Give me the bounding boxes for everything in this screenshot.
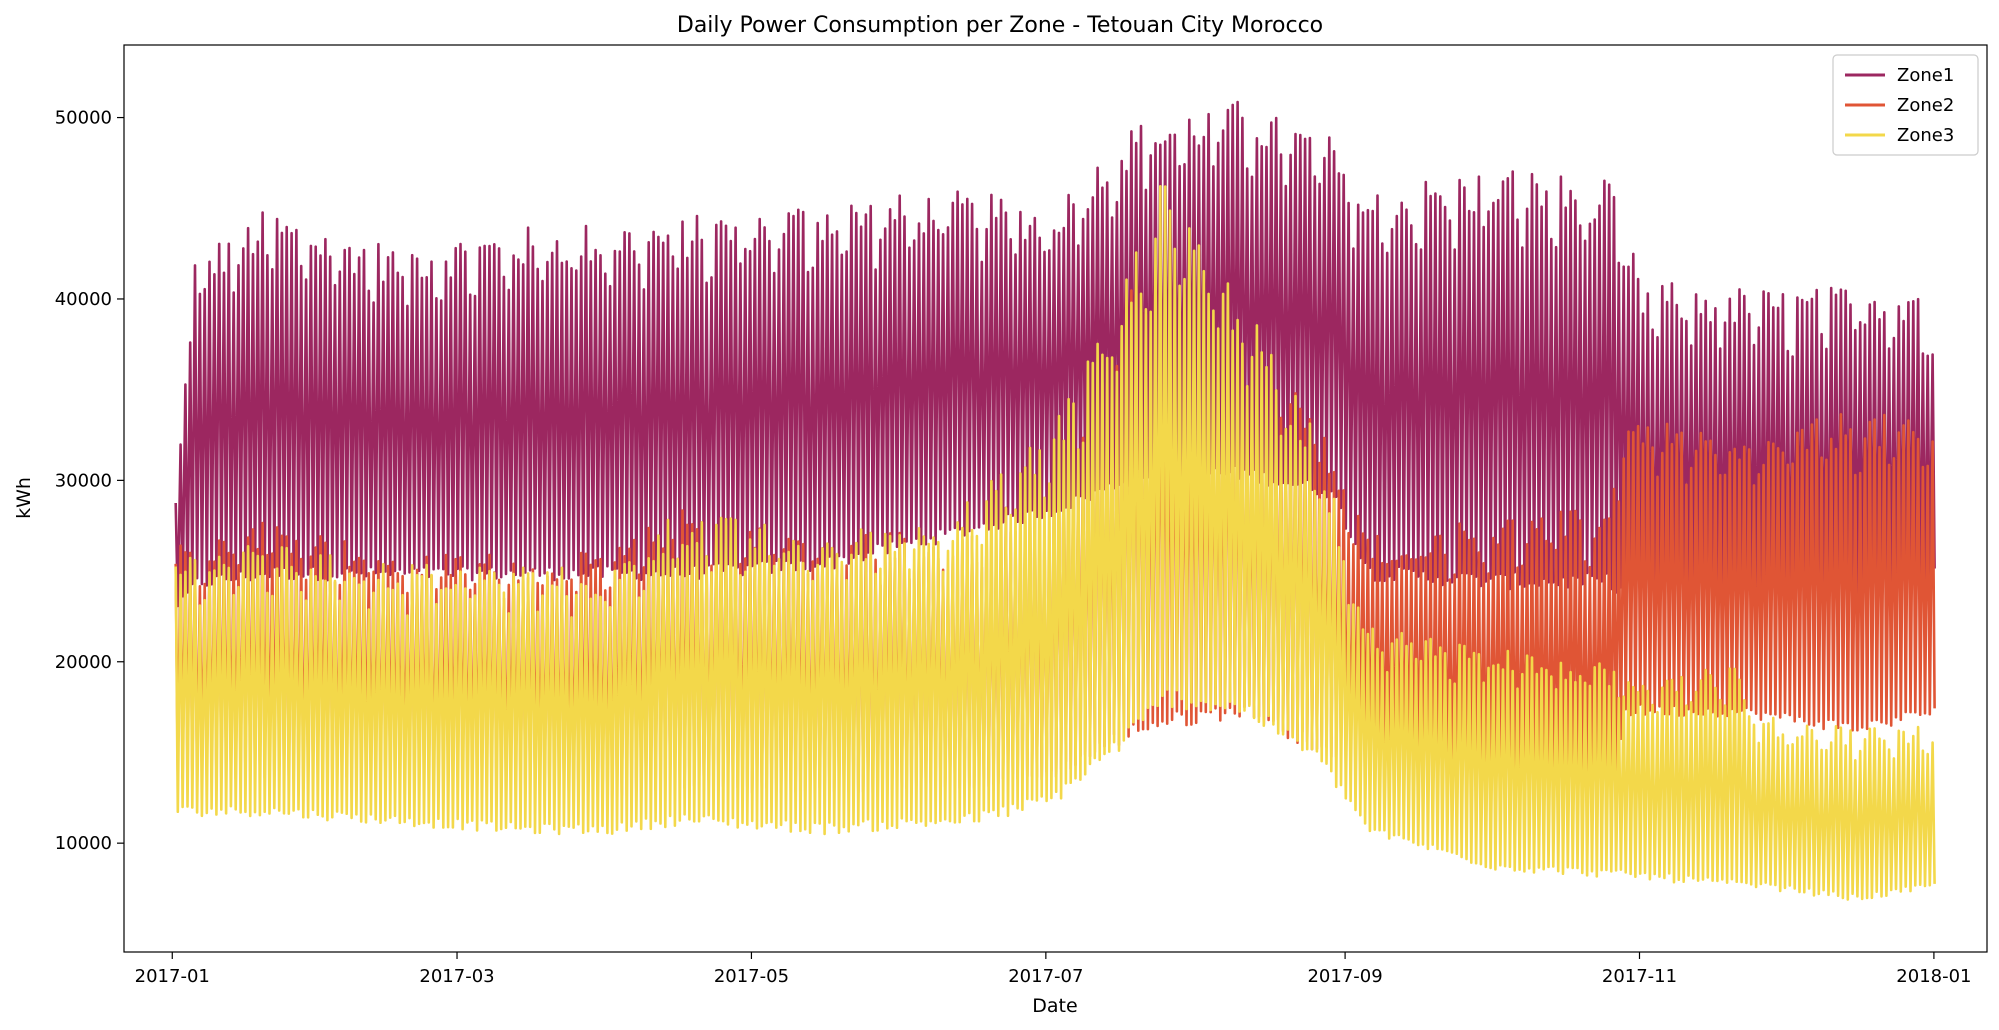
x-tick-label: 2017-01: [135, 966, 210, 987]
y-tick-label: 30000: [55, 470, 112, 491]
x-tick-label: 2017-11: [1602, 966, 1677, 987]
legend-label-zone1: Zone1: [1897, 65, 1954, 86]
y-axis: 10000 20000 30000 40000 50000: [55, 108, 124, 854]
legend-label-zone3: Zone3: [1897, 125, 1954, 146]
x-tick-label: 2017-05: [714, 966, 789, 987]
legend-label-zone2: Zone2: [1897, 95, 1954, 116]
series-line-zone3: [174, 185, 1936, 901]
x-tick-label: 2017-09: [1307, 966, 1382, 987]
plot-frame: [123, 44, 1988, 953]
y-tick-label: 50000: [55, 108, 112, 129]
x-tick-label: 2018-01: [1896, 966, 1971, 987]
y-tick-label: 40000: [55, 289, 112, 310]
x-axis: 2017-01 2017-03 2017-05 2017-07 2017-09 2017-…: [135, 952, 1972, 987]
x-tick-label: 2017-07: [1008, 966, 1083, 987]
legend: Zone1 Zone2 Zone3: [1832, 54, 1979, 156]
y-tick-label: 10000: [55, 833, 112, 854]
chart-title: Daily Power Consumption per Zone - Tetou…: [677, 13, 1323, 38]
y-tick-label: 20000: [55, 652, 112, 673]
x-tick-label: 2017-03: [419, 966, 494, 987]
legend-box: [1832, 54, 1979, 156]
x-axis-title: Date: [1032, 995, 1077, 1017]
y-axis-title: kWh: [13, 477, 35, 519]
series-layer: [174, 100, 1936, 901]
